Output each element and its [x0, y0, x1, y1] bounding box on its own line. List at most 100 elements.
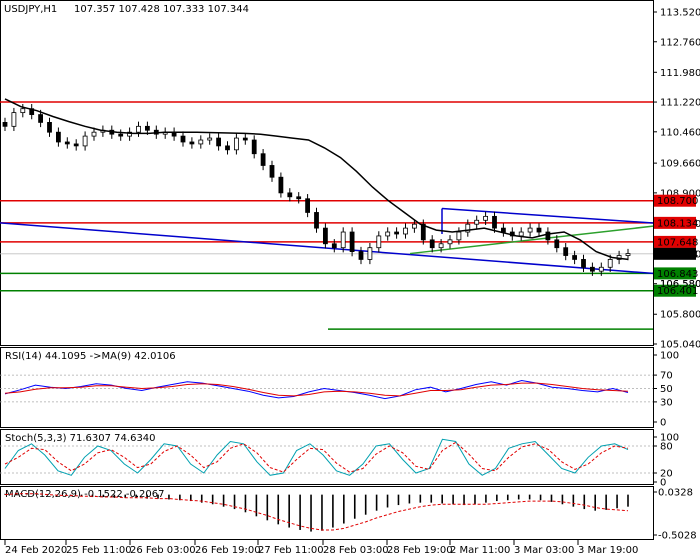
candle-body — [607, 259, 613, 268]
candle-body — [367, 247, 373, 260]
candle-body — [189, 141, 195, 145]
candle-body — [118, 133, 124, 137]
level-price-tag — [654, 194, 696, 207]
price-panel[interactable] — [0, 0, 654, 346]
candle-body — [492, 215, 497, 229]
candle-body — [296, 196, 302, 200]
macd-signal-line — [4, 493, 629, 531]
upper-blue-trendline — [441, 207, 654, 224]
time-tick-label: 28 Feb 19:00 — [387, 545, 453, 556]
time-tick-label: 2 Mar 11:00 — [450, 545, 510, 556]
candle-body — [20, 108, 26, 114]
level-price-label: 106.401 — [657, 286, 698, 297]
price-tick-label: 105.800 — [660, 310, 700, 321]
candle-body — [2, 122, 8, 127]
level-price-tag — [654, 216, 696, 229]
level-price-label: 108.700 — [657, 196, 698, 207]
price-tick-label: 111.220 — [660, 98, 700, 109]
macd-histogram: 0.0328 -0.5028 — [4, 488, 697, 542]
ohlc-label: 107.357 107.428 107.333 107.344 — [74, 4, 249, 15]
rsi-label: RSI(14) 44.1095 ->MA(9) 42.0106 — [5, 351, 176, 362]
candle-body — [385, 231, 391, 237]
current-price-label: 107.344 — [657, 249, 698, 260]
candle-body — [598, 266, 604, 272]
time-tick-label: 26 Feb 19:00 — [195, 545, 261, 556]
panel-tick-label: 20 — [660, 469, 673, 480]
time-tick-label: 24 Feb 2020 — [5, 545, 67, 556]
candle-body — [207, 137, 213, 141]
panel-tick-label: 50 — [660, 384, 673, 395]
panel-tick-label: 100 — [660, 351, 679, 362]
candle-body — [581, 259, 586, 268]
candle-body — [216, 137, 222, 147]
candle-body — [91, 131, 97, 137]
candle-body — [82, 135, 88, 147]
candle-body — [438, 243, 444, 249]
stoch-panel[interactable] — [0, 429, 654, 485]
candle-body — [483, 215, 489, 221]
candle-body — [518, 231, 524, 237]
price-tick-label: 111.980 — [660, 68, 700, 79]
rsi-lines: 100 70 50 30 0 — [0, 351, 679, 429]
candle-body — [447, 239, 453, 245]
time-tick-label: 26 Feb 03:00 — [130, 545, 196, 556]
stoch-label: Stoch(5,3,3) 71.6307 74.6340 — [5, 433, 156, 444]
candle-body — [554, 239, 560, 249]
candle-body — [572, 255, 577, 260]
time-tick-label: 25 Feb 11:00 — [66, 545, 132, 556]
panel-tick-label: 30 — [660, 397, 673, 408]
panel-tick-label: 80 — [660, 442, 673, 453]
moving-average-line — [4, 98, 629, 261]
candle-body — [144, 125, 150, 131]
rsi-panel[interactable] — [0, 347, 654, 428]
candle-body — [456, 231, 462, 241]
moving-average — [4, 98, 629, 261]
candle-body — [287, 192, 293, 198]
candle-body — [64, 141, 70, 145]
panel-tick-label: 0 — [660, 418, 666, 429]
candle-body — [527, 227, 533, 233]
panel-tick-label: 100 — [660, 433, 679, 444]
rsi-line — [4, 379, 629, 400]
candle-body — [180, 135, 186, 143]
symbol-label: USDJPY,H1 — [4, 4, 57, 15]
macd-tick-label: 0.0328 — [658, 488, 693, 499]
candle-body — [536, 227, 542, 233]
price-tick-label: 113.520 — [660, 8, 700, 19]
candle-body — [411, 223, 417, 229]
candle-body — [465, 223, 471, 233]
price-label-106580: 106.580 — [660, 279, 700, 290]
candle-body — [420, 223, 426, 241]
green-trendline — [409, 225, 654, 255]
trendlines — [0, 207, 654, 275]
candle-body — [349, 231, 355, 253]
price-axis: 113.520 112.760 111.980 111.220 110.460 109.6… — [653, 8, 700, 351]
candle-body — [11, 112, 17, 127]
candle-body — [474, 219, 480, 225]
macd-label: MACD(12,26,9) -0.1522 -0.2067 — [5, 489, 165, 500]
stoch-signal-line — [4, 441, 629, 473]
price-tick-label: 106.580 — [660, 279, 700, 290]
panel-tick-label: 0 — [660, 478, 666, 489]
level-price-label: 108.134 — [657, 218, 698, 229]
candle-body — [269, 165, 275, 178]
candle-body — [278, 176, 284, 194]
time-tick-label: 3 Mar 03:00 — [514, 545, 574, 556]
candle-body — [331, 243, 337, 249]
candle-body — [376, 235, 382, 249]
candle-body — [394, 231, 400, 235]
support-resistance-levels: 108.700 108.134 107.648 106.843 106.401 107.3… — [0, 101, 700, 330]
level-price-tag — [654, 267, 696, 280]
macd-panel[interactable] — [0, 486, 654, 540]
candle-body — [590, 266, 595, 272]
candle-body — [225, 145, 230, 151]
rsi-ma-line — [4, 382, 629, 397]
candle-body — [242, 137, 248, 141]
candle-body — [38, 114, 43, 123]
candle-body — [136, 125, 141, 133]
candle-body — [625, 253, 631, 256]
time-tick-label: 3 Mar 19:00 — [578, 545, 638, 556]
